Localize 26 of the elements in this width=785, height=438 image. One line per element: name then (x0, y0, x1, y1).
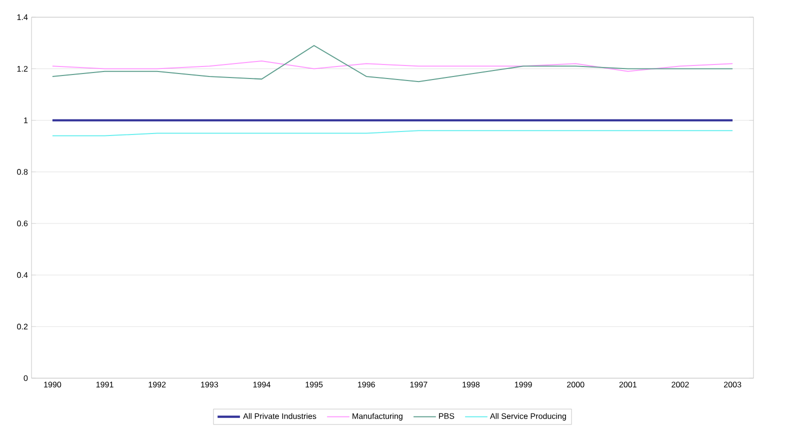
x-tick-label: 1992 (148, 382, 166, 388)
x-tick-label: 1990 (44, 382, 62, 388)
x-tick-label: 1991 (96, 382, 114, 388)
x-tick-label: 2001 (619, 382, 636, 388)
legend-label: All Private Industries (243, 412, 316, 419)
y-tick-label: 1.4 (17, 14, 28, 20)
x-tick-label: 2003 (724, 382, 742, 388)
legend-label: Manufacturing (352, 412, 402, 420)
y-tick-label: 0.8 (17, 168, 28, 175)
y-tick-label: 0.4 (17, 272, 28, 278)
legend-label: PBS (439, 413, 454, 419)
x-tick-label: 1993 (201, 382, 218, 388)
y-tick-label: 0.6 (17, 220, 28, 226)
x-tick-label: 1996 (358, 382, 375, 388)
legend-label: All Service Producing (490, 412, 566, 420)
x-tick-label: 1999 (514, 382, 532, 388)
x-tick-label: 2000 (567, 382, 584, 388)
y-tick-label: 0.2 (17, 324, 28, 330)
x-tick-label: 1997 (410, 382, 428, 388)
y-tick-label: 1.2 (17, 66, 28, 72)
x-tick-label: 2002 (672, 382, 689, 388)
y-tick-label: 1 (24, 117, 28, 123)
y-tick-label: 0 (24, 375, 28, 381)
x-tick-label: 1995 (306, 382, 323, 388)
x-tick-label: 1994 (253, 382, 270, 388)
x-tick-label: 1998 (462, 382, 480, 388)
